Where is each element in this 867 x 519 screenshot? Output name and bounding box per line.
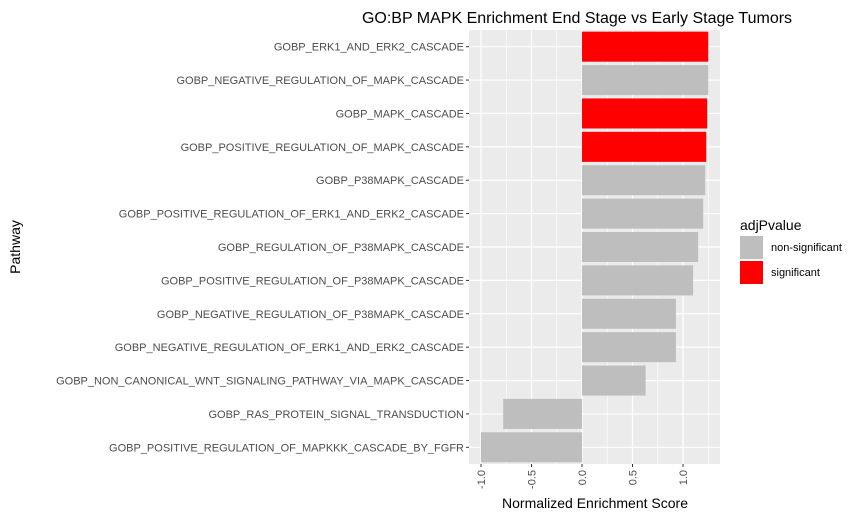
x-tick-label: -1.0 xyxy=(476,470,488,489)
x-tick-label: -0.5 xyxy=(527,470,539,489)
pathway-label: GOBP_POSITIVE_REGULATION_OF_MAPK_CASCADE xyxy=(181,142,464,154)
x-tick-label: 1.0 xyxy=(678,470,690,485)
bar xyxy=(582,298,676,329)
pathway-label: GOBP_P38MAPK_CASCADE xyxy=(316,175,464,187)
legend-keys: non-significant significant xyxy=(740,236,842,284)
y-axis-title: Pathway xyxy=(7,220,23,274)
bar xyxy=(582,265,694,296)
chart-title: GO:BP MAPK Enrichment End Stage vs Early… xyxy=(362,10,792,27)
pathway-label: GOBP_REGULATION_OF_P38MAPK_CASCADE xyxy=(218,242,464,254)
legend-key-swatch xyxy=(740,261,763,284)
pathway-label: GOBP_POSITIVE_REGULATION_OF_ERK1_AND_ERK… xyxy=(119,209,464,221)
bar xyxy=(582,332,676,363)
x-tick-label: 0.5 xyxy=(628,470,640,485)
pathway-label: GOBP_ERK1_AND_ERK2_CASCADE xyxy=(274,42,464,54)
x-axis-ticks xyxy=(480,464,684,467)
bar xyxy=(582,165,706,196)
legend: adjPvalue non-significant significant xyxy=(740,217,842,284)
pathway-label: GOBP_NON_CANONICAL_WNT_SIGNALING_PATHWAY… xyxy=(56,376,464,388)
bar xyxy=(503,398,582,429)
bar xyxy=(582,231,699,263)
pathway-label: GOBP_RAS_PROTEIN_SIGNAL_TRANSDUCTION xyxy=(208,409,464,421)
pathway-label: GOBP_POSITIVE_REGULATION_OF_MAPKKK_CASCA… xyxy=(109,442,464,454)
legend-title: adjPvalue xyxy=(740,217,802,233)
bar xyxy=(582,31,709,62)
pathway-label: GOBP_NEGATIVE_REGULATION_OF_ERK1_AND_ERK… xyxy=(115,342,464,354)
x-axis-labels: -1.0 -0.5 0.0 0.5 1.0 xyxy=(476,470,690,489)
pathway-label: GOBP_NEGATIVE_REGULATION_OF_MAPK_CASCADE xyxy=(176,75,464,87)
bars xyxy=(481,31,709,463)
y-axis-ticks xyxy=(466,46,469,448)
bar xyxy=(582,198,704,229)
legend-key-label: non-significant xyxy=(771,242,842,254)
bar xyxy=(481,432,582,463)
pathway-label: GOBP_NEGATIVE_REGULATION_OF_P38MAPK_CASC… xyxy=(157,309,464,321)
bar xyxy=(582,365,646,396)
legend-key-swatch xyxy=(740,236,763,259)
legend-key-label: significant xyxy=(771,267,820,279)
bar xyxy=(582,131,707,162)
pathway-label: GOBP_MAPK_CASCADE xyxy=(336,108,464,120)
x-tick-label: 0.0 xyxy=(577,470,589,485)
pathway-label: GOBP_POSITIVE_REGULATION_OF_P38MAPK_CASC… xyxy=(161,275,464,287)
y-axis-labels: GOBP_ERK1_AND_ERK2_CASCADE GOBP_NEGATIVE_… xyxy=(56,42,464,455)
x-axis-title: Normalized Enrichment Score xyxy=(502,495,688,511)
bar xyxy=(582,98,708,129)
bar xyxy=(582,65,709,96)
